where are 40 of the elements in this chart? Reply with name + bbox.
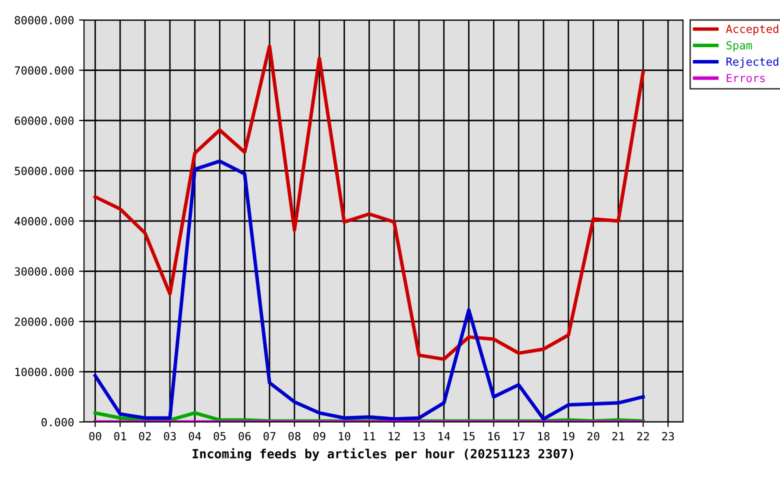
y-tick-label: 20000.000 [14, 318, 74, 326]
y-tick-label: 70000.000 [14, 66, 74, 75]
x-tick-label: 17 [513, 432, 524, 440]
x-tick-label: 13 [414, 432, 425, 440]
legend-label: Errors [726, 74, 765, 82]
x-axis-title: Incoming feeds by articles per hour (20251123 2307) [192, 448, 574, 461]
x-tick-label: 19 [563, 432, 574, 440]
x-tick-label: 11 [364, 432, 376, 440]
legend-label: Accepted [726, 24, 778, 36]
x-tick-label: 20 [587, 432, 600, 440]
x-tick-label: 07 [264, 432, 276, 440]
x-tick-label: 04 [188, 432, 201, 440]
y-tick-label: 80000.000 [14, 16, 74, 24]
x-tick-label: 02 [139, 432, 151, 440]
y-tick-label: 0.000 [42, 418, 74, 426]
x-tick-label: 05 [214, 432, 226, 440]
y-tick-label: 60000.000 [14, 116, 74, 125]
x-tick-label: 10 [338, 432, 350, 440]
x-tick-label: 18 [538, 432, 550, 440]
line-series [93, 44, 645, 361]
x-tick-label: 23 [662, 432, 674, 440]
x-tick-label: 22 [637, 432, 649, 440]
y-tick-label: 10000.000 [15, 368, 74, 376]
x-tick-label: 01 [114, 432, 126, 440]
x-tick-label: 03 [164, 432, 176, 440]
x-tick-label: 06 [238, 432, 251, 440]
y-tick-label: 30000.000 [14, 267, 74, 276]
x-tick-label: 08 [288, 432, 300, 440]
x-tick-label: 09 [313, 432, 326, 440]
x-tick-label: 16 [488, 432, 500, 440]
x-tick-label: 00 [89, 432, 102, 440]
legend-label: Spam [726, 41, 752, 52]
x-tick-label: 12 [388, 432, 400, 440]
x-tick-label: 21 [612, 432, 624, 440]
line-series [93, 159, 645, 421]
y-tick-label: 50000.000 [14, 166, 74, 176]
x-tick-label: 14 [438, 432, 450, 440]
y-tick-label: 40000.000 [14, 217, 74, 226]
x-tick-label: 15 [463, 432, 475, 440]
legend-label: Rejected [726, 57, 778, 68]
